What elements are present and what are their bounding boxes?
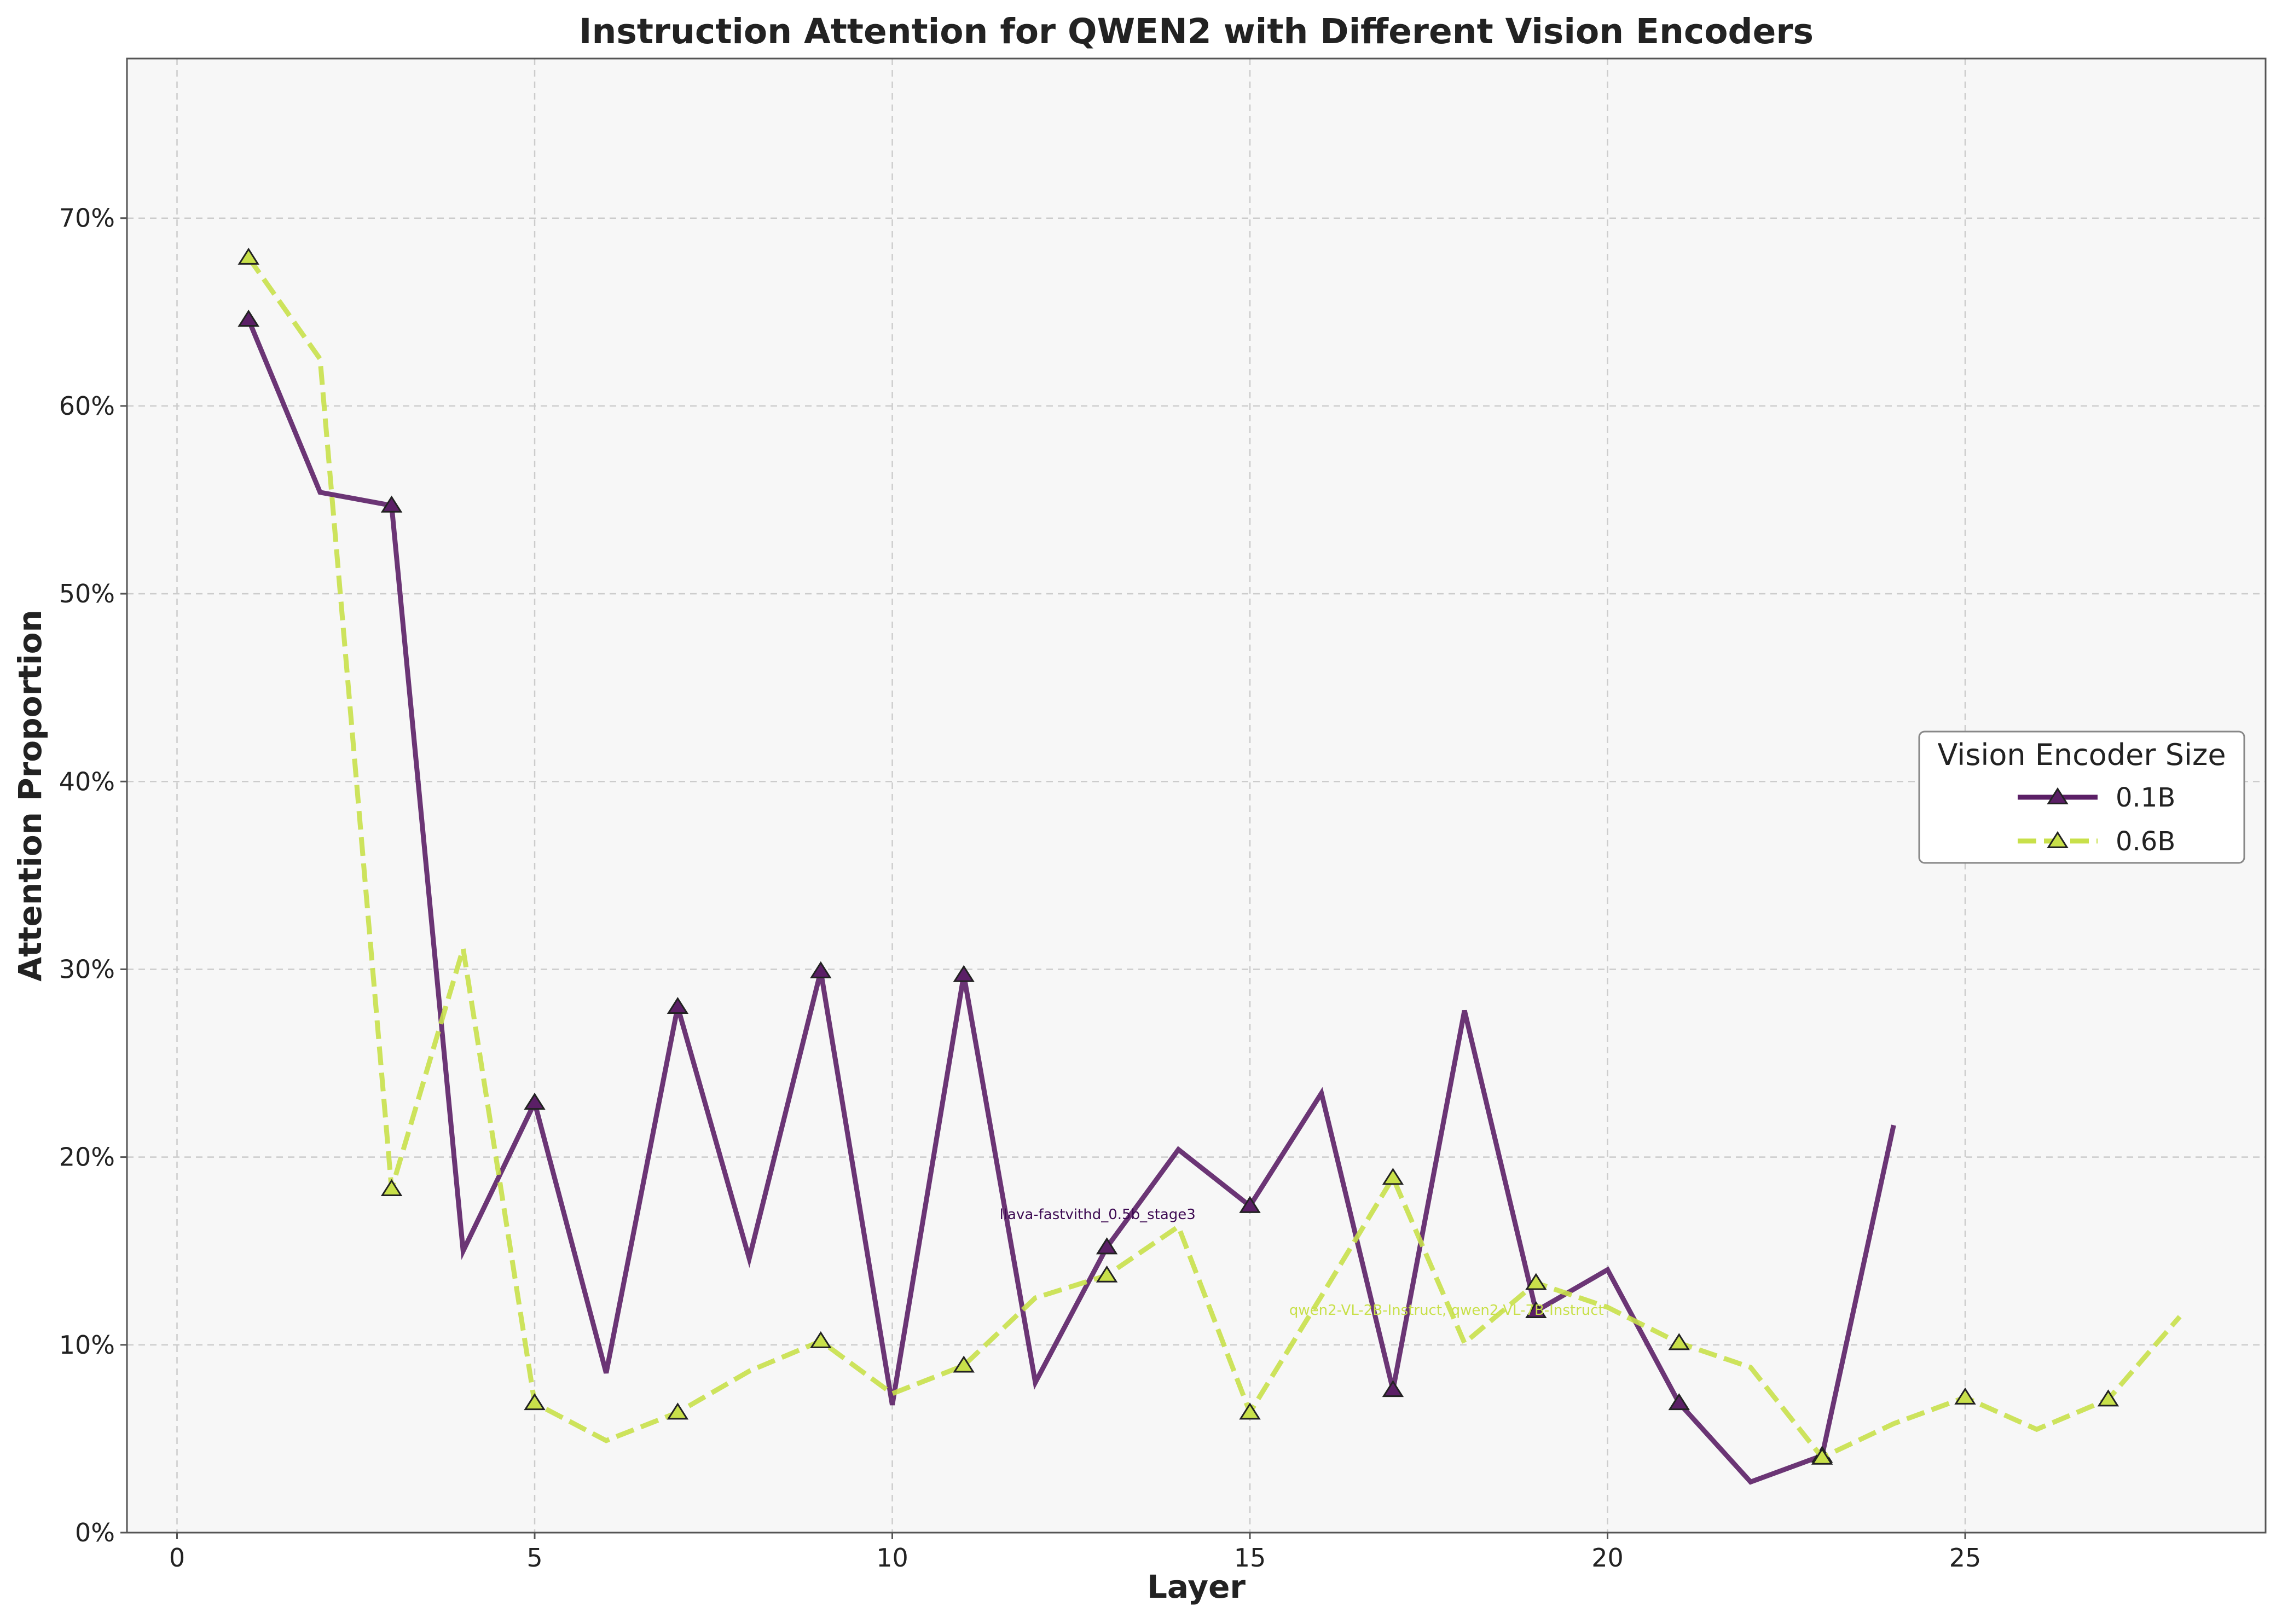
chart-title: Instruction Attention for QWEN2 with Dif… xyxy=(579,11,1814,51)
x-tick-label: 10 xyxy=(876,1543,908,1573)
series-annotation: qwen2-VL-2B-Instruct, qwen2-VL-7B-Instru… xyxy=(1289,1302,1604,1319)
y-axis-label: Attention Proportion xyxy=(11,610,49,982)
legend-label: 0.6B xyxy=(2116,826,2175,857)
data-point-marker xyxy=(667,1402,689,1420)
y-tick-label: 70% xyxy=(59,204,115,233)
data-point-marker xyxy=(1525,1273,1547,1290)
data-point-marker xyxy=(1096,1265,1118,1283)
x-tick-label: 15 xyxy=(1234,1543,1266,1573)
series-annotation: llava-fastvithd_0.5b_stage3 xyxy=(1000,1207,1196,1223)
y-tick-label: 50% xyxy=(59,579,115,608)
y-tick-label: 10% xyxy=(59,1330,115,1360)
data-point-marker xyxy=(810,1331,832,1348)
x-tick-label: 0 xyxy=(169,1543,185,1573)
y-tick-label: 0% xyxy=(75,1518,115,1547)
data-point-marker xyxy=(667,996,689,1014)
data-point-marker xyxy=(953,1355,975,1373)
data-point-marker xyxy=(810,961,832,978)
legend-entry: 0.1B xyxy=(2018,782,2175,813)
legend-entries: 0.1B 0.6B xyxy=(2018,782,2175,857)
data-point-marker xyxy=(1668,1393,1690,1411)
data-point-marker xyxy=(524,1093,546,1110)
legend: Vision Encoder Size 0.1B 0.6B xyxy=(1918,730,2245,864)
data-point-marker xyxy=(953,965,975,982)
data-point-marker xyxy=(1239,1402,1261,1420)
annotations: llava-fastvithd_0.5b_stage3 qwen2-VL-2B-I… xyxy=(1000,1207,1604,1319)
data-point-marker xyxy=(1382,1380,1404,1397)
plot-area xyxy=(127,59,2266,1533)
axis-ticks: 0 5 10 15 20 25 0% 10% 20% 30% 40% 50% 60% 70% xyxy=(59,204,1982,1573)
legend-marker xyxy=(2047,787,2069,804)
y-tick-label: 20% xyxy=(59,1142,115,1172)
y-tick-label: 60% xyxy=(59,391,115,421)
series-line xyxy=(246,318,1896,1485)
plot-frame xyxy=(126,57,2267,1534)
x-tick-label: 5 xyxy=(526,1543,542,1573)
x-axis-label: Layer xyxy=(1147,1568,1246,1605)
y-tick-label: 30% xyxy=(59,954,115,984)
data-point-marker xyxy=(1525,1301,1547,1319)
legend-title: Vision Encoder Size xyxy=(1937,738,2226,772)
data-point-marker xyxy=(1811,1447,1833,1465)
series-lines xyxy=(238,247,2182,1485)
series-0.6B xyxy=(238,247,2182,1465)
series-line xyxy=(246,256,2182,1461)
data-point-marker xyxy=(1239,1196,1261,1213)
data-point-marker xyxy=(380,495,403,513)
data-point-marker xyxy=(238,309,259,327)
data-point-marker xyxy=(1668,1333,1690,1350)
data-point-marker xyxy=(1382,1168,1404,1185)
x-tick-label: 20 xyxy=(1591,1543,1624,1573)
data-point-marker xyxy=(238,247,259,265)
legend-entry: 0.6B xyxy=(2018,826,2175,857)
legend-label: 0.1B xyxy=(2116,782,2175,813)
data-point-marker xyxy=(1954,1387,1976,1405)
x-tick-label: 25 xyxy=(1949,1543,1982,1573)
data-point-marker xyxy=(2097,1389,2119,1407)
data-point-marker xyxy=(524,1393,546,1411)
series-0.1B xyxy=(238,309,1896,1485)
data-point-marker xyxy=(380,1179,403,1196)
data-point-marker xyxy=(1096,1237,1118,1255)
y-tick-label: 40% xyxy=(59,767,115,796)
legend-marker xyxy=(2047,831,2069,848)
